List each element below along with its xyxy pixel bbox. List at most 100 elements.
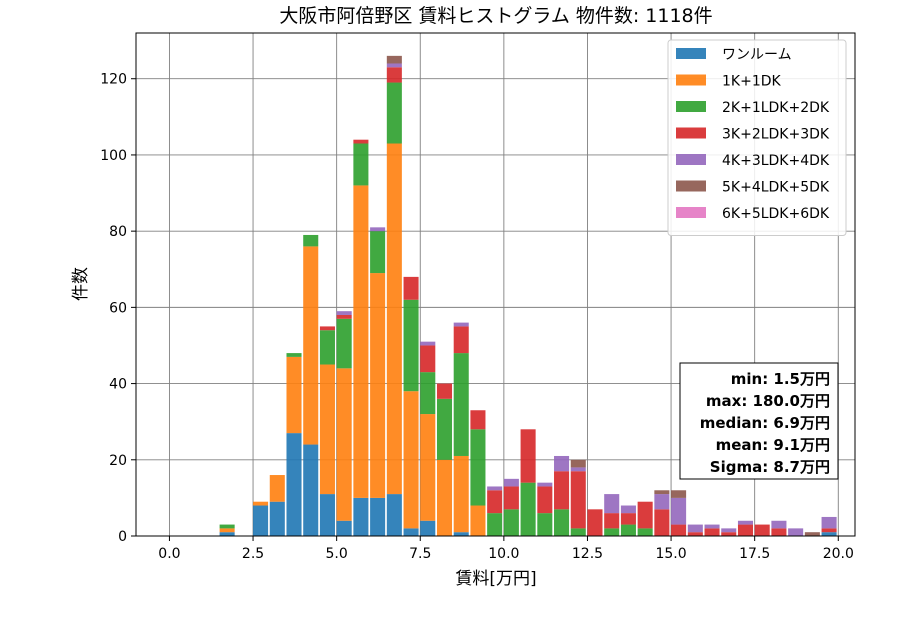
bar-segment	[386, 82, 402, 144]
bar-segment	[487, 486, 503, 491]
y-tick-label: 80	[109, 224, 127, 240]
y-axis-title: 件数	[71, 267, 91, 301]
bar-segment	[353, 139, 369, 144]
bar-segment	[537, 486, 553, 514]
legend-label: 6K+5LDK+6DK	[722, 206, 830, 222]
bar-segment	[319, 364, 335, 495]
bar-segment	[520, 482, 536, 536]
bar-segment	[637, 501, 653, 529]
bar-segment	[269, 501, 285, 536]
bar-segment	[754, 524, 770, 536]
x-tick-label: 0.0	[158, 546, 180, 562]
bar-segment	[570, 471, 586, 529]
bar-segment	[403, 276, 419, 300]
bar-segment	[453, 322, 469, 327]
bar-segment	[771, 528, 787, 536]
bar-segment	[704, 528, 720, 536]
legend-swatch	[676, 101, 706, 112]
legend-swatch	[676, 180, 706, 192]
legend-label: 3K+2LDK+3DK	[722, 127, 830, 143]
bar-segment	[403, 391, 419, 529]
bar-segment	[453, 353, 469, 456]
x-tick-label: 5.0	[326, 546, 348, 562]
stats-line: Sigma: 8.7万円	[710, 458, 830, 476]
bar-segment	[671, 490, 687, 498]
bar-segment	[386, 63, 402, 68]
bar-segment	[554, 455, 570, 472]
bar-segment	[520, 429, 536, 483]
bar-segment	[436, 459, 453, 536]
bar-segment	[804, 532, 820, 536]
x-axis-title: 賃料[万円]	[455, 569, 536, 589]
bar-segment	[470, 429, 486, 506]
bar-segment	[336, 311, 352, 315]
legend-swatch	[676, 154, 706, 165]
bar-segment	[637, 528, 653, 536]
bar-segment	[503, 509, 519, 536]
legend-swatch	[676, 48, 706, 59]
x-tick-label: 17.5	[739, 546, 770, 562]
bar-segment	[319, 330, 335, 365]
legend: ワンルーム 1K+1DK 2K+1LDK+2DK 3K+2LDK+3DK 4K+3LDK…	[667, 39, 847, 236]
bar-segment	[620, 505, 636, 514]
bar-segment	[353, 143, 369, 186]
y-tick-label: 60	[109, 300, 127, 316]
bar-segment	[336, 520, 352, 536]
bar-segment	[604, 513, 620, 529]
legend-swatch	[676, 127, 706, 139]
bar-segment	[604, 528, 620, 536]
bar-segment	[286, 356, 302, 434]
bar-segment	[570, 459, 586, 468]
legend-label: 4K+3LDK+4DK	[722, 153, 830, 169]
x-tick-label: 2.5	[242, 546, 264, 562]
legend-label: 5K+4LDK+5DK	[722, 180, 830, 196]
bar-segment	[470, 410, 486, 430]
bar-segment	[286, 353, 302, 357]
bar-segment	[671, 524, 687, 536]
bar-segment	[219, 528, 235, 533]
legend-swatch	[676, 207, 706, 218]
bar-segment	[336, 318, 352, 369]
bar-segment	[253, 501, 269, 506]
bar-segment	[269, 475, 285, 502]
bar-segment	[704, 524, 720, 529]
bar-segment	[453, 532, 469, 536]
bar-segment	[470, 505, 486, 536]
bar-segment	[403, 299, 419, 392]
stats-line: min: 1.5万円	[731, 370, 830, 388]
bar-segment	[303, 444, 319, 536]
bar-segment	[219, 524, 235, 529]
bar-segment	[436, 383, 453, 399]
bar-segment	[604, 494, 620, 514]
bar-segment	[420, 372, 436, 415]
plot-frame	[135, 32, 856, 537]
bar-segment	[587, 509, 603, 536]
bar-segment	[386, 55, 402, 64]
stats-box-frame	[679, 362, 839, 480]
bar-segment	[420, 520, 436, 536]
legend-label: 1K+1DK	[722, 74, 782, 90]
bar-segment	[336, 314, 352, 319]
bar-segment	[370, 273, 386, 498]
bar-segment	[654, 494, 670, 510]
x-tick-label: 20.0	[823, 546, 854, 562]
bar-segment	[453, 326, 469, 354]
bar-segment	[737, 524, 754, 536]
bar-segment	[537, 482, 553, 487]
bar-segment	[420, 414, 436, 521]
bar-segment	[487, 490, 503, 514]
bar-segment	[219, 532, 235, 536]
bar-segment	[353, 185, 369, 498]
legend-label: ワンルーム	[722, 47, 792, 63]
bar-segment	[336, 368, 352, 521]
bar-segment	[370, 227, 386, 232]
bar-segment	[788, 528, 804, 536]
bar-segment	[386, 143, 402, 495]
bar-segment	[671, 497, 687, 525]
bar-segment	[821, 532, 837, 536]
bar-segment	[386, 494, 402, 536]
bar-segment	[420, 345, 436, 373]
x-tick-label: 7.5	[409, 546, 431, 562]
bar-segment	[436, 398, 453, 460]
